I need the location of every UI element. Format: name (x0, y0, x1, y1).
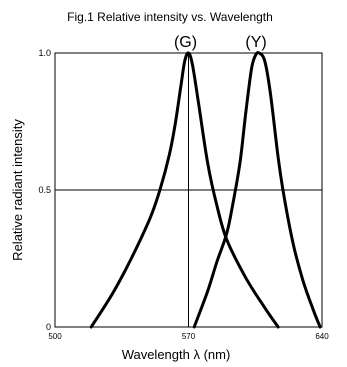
series-line-0 (89, 51, 280, 329)
y-tick-label: 0 (46, 322, 51, 332)
chart-title: Fig.1 Relative intensity vs. Wavelength (67, 10, 273, 24)
y-tick-label: 0.5 (38, 185, 51, 195)
series-line-1 (192, 51, 322, 329)
series-label-g: (G) (174, 34, 197, 51)
y-tick-label: 1.0 (38, 48, 51, 58)
x-tick-label: 500 (48, 332, 62, 341)
x-tick-label: 570 (182, 332, 196, 341)
x-tick-label: 640 (315, 332, 329, 341)
y-axis-label: Relative radiant intensity (10, 119, 25, 261)
x-axis-label: Wavelength λ (nm) (122, 347, 231, 362)
series-label-y: (Y) (245, 34, 266, 51)
